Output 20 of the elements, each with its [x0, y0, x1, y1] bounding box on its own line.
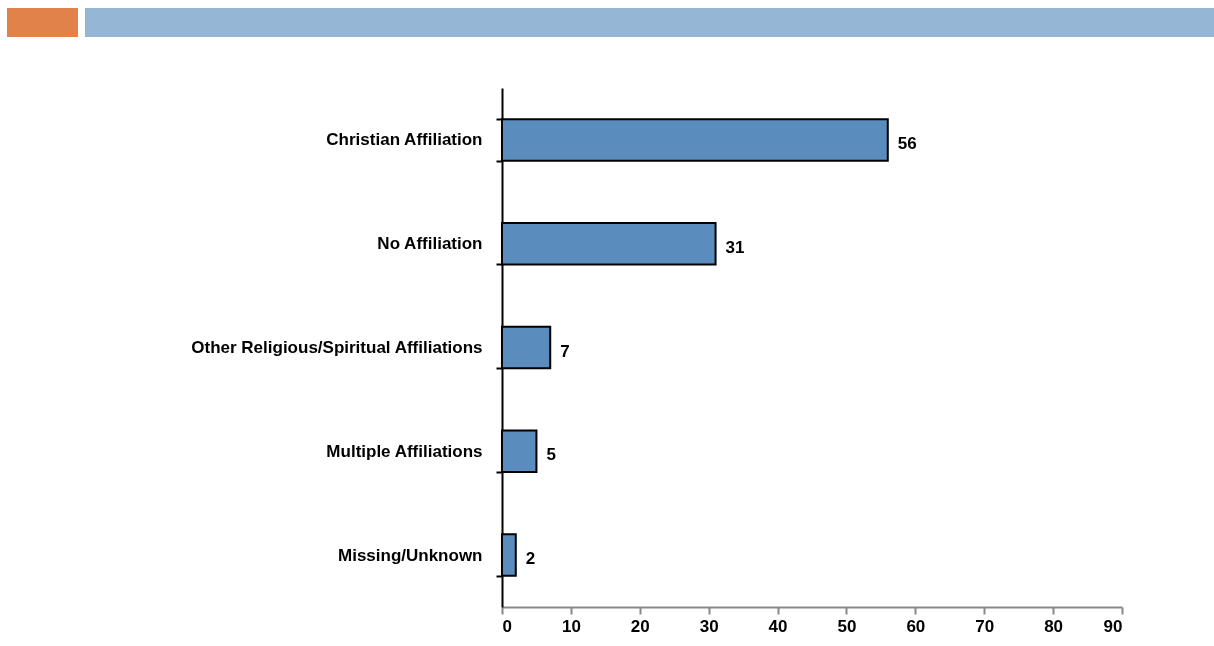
data-label: 31 [725, 237, 745, 257]
x-tick-label: 70 [975, 616, 995, 636]
y-tick-label: Multiple Affiliations [326, 441, 483, 461]
x-tick-label: 20 [630, 616, 650, 636]
y-tick-label: Other Religious/Spiritual Affiliations [191, 338, 483, 357]
data-label: 56 [897, 133, 917, 153]
data-label: 5 [546, 445, 556, 465]
x-tick-label: 60 [906, 616, 926, 636]
x-tick-label: 0 [502, 616, 512, 636]
x-tick-label: 90 [1103, 616, 1123, 636]
y-tick-label: Christian Affiliation [326, 130, 483, 150]
data-label: 2 [525, 549, 536, 569]
y-tick-label: Missing/Unknown [338, 545, 483, 565]
data-label: 7 [560, 341, 570, 361]
x-tick-label: 10 [561, 616, 581, 636]
x-tick-label: 40 [768, 616, 788, 636]
x-tick-label: 50 [837, 616, 857, 636]
y-tick-label: No Affiliation [377, 234, 483, 254]
x-tick-label: 80 [1044, 616, 1064, 636]
x-tick-label: 30 [699, 616, 719, 636]
